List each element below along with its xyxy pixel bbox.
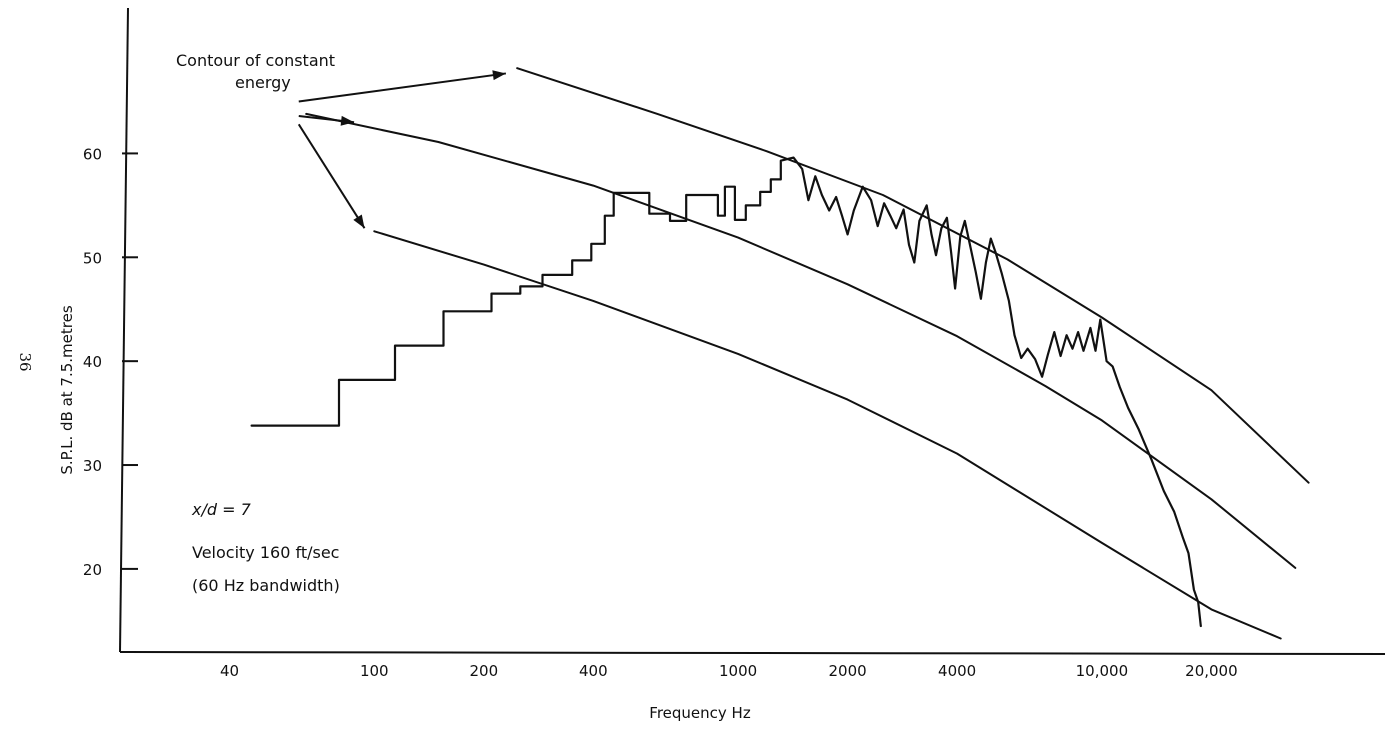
callout-arrowhead (340, 115, 355, 126)
x-tick-label: 200 (469, 662, 498, 680)
y-tick-label: 30 (83, 457, 102, 475)
y-axis-ticks: 20 30 40 50 60 (83, 145, 138, 579)
x-tick-label: 400 (579, 662, 608, 680)
series-layer (250, 67, 1310, 640)
y-tick-label: 50 (83, 249, 102, 267)
callout-arrow-line (297, 123, 366, 229)
condition-xd-label: x/d = 7 (191, 500, 252, 519)
y-tick-label: 20 (83, 561, 102, 579)
x-tick-label: 1000 (719, 662, 757, 680)
x-tick-label: 20,000 (1185, 662, 1238, 680)
measured-spectrum-line (250, 156, 1202, 628)
y-axis-title: S.P.L. dB at 7.5.metres (58, 305, 76, 474)
condition-bandwidth-label: (60 Hz bandwidth) (192, 576, 340, 595)
x-axis-line (119, 651, 1386, 655)
chart-area: 20 30 40 50 60 40 100 200 400 1000 2000 4000 10,000… (83, 7, 1386, 680)
x-tick-label: 100 (360, 662, 389, 680)
x-tick-label: 2000 (829, 662, 867, 680)
callout-label-line-1: Contour of constant (176, 51, 335, 70)
callout-arrow-line (298, 72, 507, 103)
constant-energy-contour-upper-line (516, 67, 1310, 484)
x-tick-label: 40 (220, 662, 239, 680)
callout-arrowhead (353, 214, 365, 229)
condition-velocity-label: Velocity 160 ft/sec (192, 543, 339, 562)
page-number: 36 (16, 352, 34, 371)
callout-label-line-2: energy (235, 73, 291, 92)
x-tick-label: 10,000 (1076, 662, 1129, 680)
callout-arrowhead (492, 70, 506, 81)
callout-arrows (297, 70, 507, 229)
x-tick-label: 4000 (938, 662, 976, 680)
y-axis-line (119, 7, 129, 653)
x-axis-ticks: 40 100 200 400 1000 2000 4000 10,000 20,000 (220, 662, 1238, 680)
y-tick-label: 40 (83, 353, 102, 371)
constant-energy-contour-middle-line (305, 112, 1297, 569)
y-tick-label: 60 (83, 145, 102, 163)
constant-energy-contour-lower-line (373, 230, 1282, 640)
x-axis-title: Frequency Hz (649, 704, 751, 722)
